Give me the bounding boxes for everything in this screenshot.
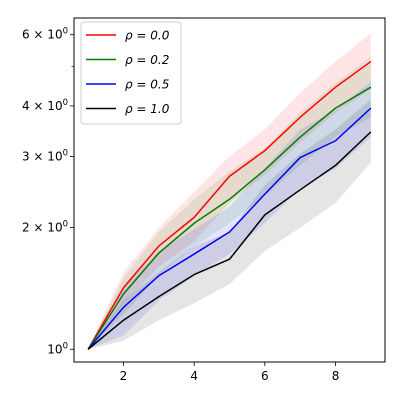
x-tick-label: 8 bbox=[332, 369, 340, 383]
band-series-3 bbox=[88, 99, 371, 350]
y-axis: 100 2 × 100 3 × 100 4 × 100 6 × 100 bbox=[22, 27, 74, 356]
y-tick-label: 2 × 100 bbox=[22, 220, 68, 235]
y-tick-label: 3 × 100 bbox=[22, 148, 68, 163]
y-tick-label: 6 × 100 bbox=[22, 27, 68, 42]
plot-frame bbox=[73, 17, 386, 363]
band-series-2 bbox=[88, 81, 371, 350]
series-lines bbox=[87, 60, 372, 350]
line-series-2 bbox=[87, 107, 372, 350]
x-axis: 2 4 6 8 bbox=[120, 362, 340, 383]
x-tick-label: 4 bbox=[190, 369, 198, 383]
band-series-0 bbox=[88, 33, 371, 350]
legend-label-3: ρ = 1.0 bbox=[125, 102, 170, 116]
line-series-0 bbox=[87, 60, 372, 350]
y-tick-label: 4 × 100 bbox=[22, 98, 68, 113]
legend-label-1: ρ = 0.2 bbox=[125, 53, 169, 67]
confidence-bands bbox=[88, 33, 371, 350]
band-series-1 bbox=[88, 56, 371, 350]
legend-label-0: ρ = 0.0 bbox=[125, 29, 170, 43]
line-series-3 bbox=[87, 131, 372, 350]
legend: ρ = 0.0 ρ = 0.2 ρ = 0.5 ρ = 1.0 bbox=[80, 21, 182, 125]
y-tick-label: 100 bbox=[47, 341, 68, 356]
line-series-1 bbox=[87, 86, 372, 350]
legend-label-2: ρ = 0.5 bbox=[125, 78, 169, 92]
legend-box bbox=[80, 21, 182, 125]
x-tick-label: 2 bbox=[120, 369, 128, 383]
x-tick-label: 6 bbox=[261, 369, 269, 383]
